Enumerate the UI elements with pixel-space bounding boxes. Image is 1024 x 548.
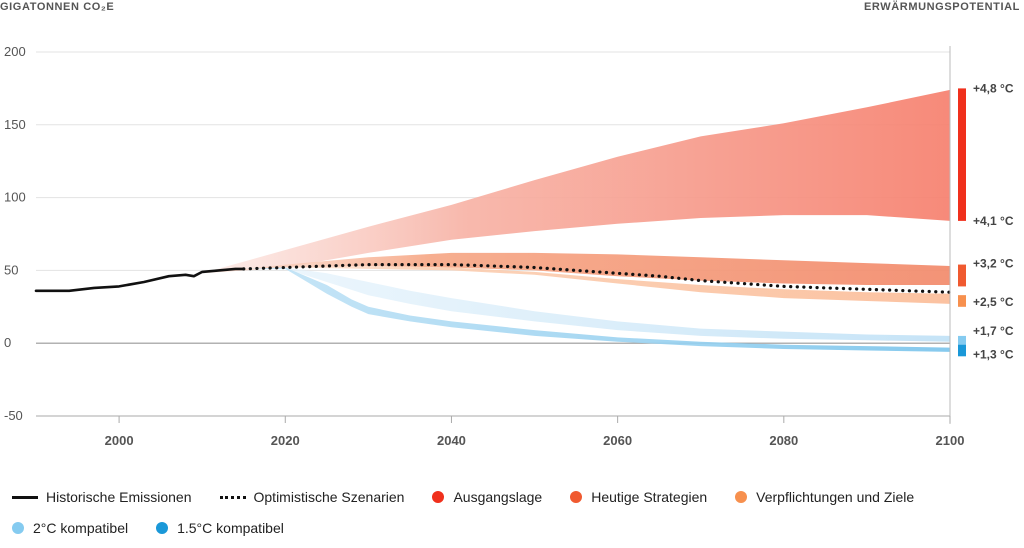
legend-label: Ausgangslage (453, 489, 543, 505)
warming-bar (958, 344, 966, 357)
x-tick-label: 2080 (769, 433, 798, 448)
warming-bar (958, 335, 966, 345)
x-tick-label: 2060 (603, 433, 632, 448)
warming-markers: +4,8 °C +4,1 °C +3,2 °C +2,5 °C +1,7 °C +1,3 … (958, 81, 1014, 361)
legend-item: Ausgangslage (432, 489, 542, 505)
legend-item: 2°C kompatibel (12, 520, 128, 536)
legend: Historische Emissionen Optimistische Szen… (12, 486, 1012, 548)
warming-bar (958, 264, 966, 287)
legend-swatch (12, 495, 38, 499)
band-verpflichtungen-und-ziele (202, 266, 950, 304)
legend-swatch (12, 522, 24, 534)
optimistic-scenario-line (242, 263, 952, 294)
legend-row: 2°C kompatibel 1.5°C kompatibel (12, 517, 1012, 539)
axes: -50 0 50 100 150 200 2000 2020 2040 2060 2080 2100 (4, 44, 964, 448)
y-axis-title: GIGATONNEN CO₂E (0, 1, 115, 13)
warming-label: +4,1 °C (973, 214, 1014, 228)
y-tick-label: 150 (4, 117, 26, 132)
legend-item: Verpflichtungen und Ziele (735, 489, 914, 505)
legend-label: 1.5°C kompatibel (177, 520, 284, 536)
legend-item: 1.5°C kompatibel (156, 520, 284, 536)
legend-swatch (570, 491, 583, 503)
x-tick-label: 2020 (271, 433, 300, 448)
warming-axis-title: ERWÄRMUNGSPOTENTIAL (863, 1, 1020, 13)
x-tick-label: 2100 (936, 433, 965, 448)
x-tick-label: 2040 (437, 433, 466, 448)
y-tick-label: 0 (4, 335, 11, 350)
y-tick-label: 50 (4, 262, 18, 277)
legend-row: Historische Emissionen Optimistische Szen… (12, 486, 1012, 508)
band-heutige-strategien (202, 252, 950, 285)
legend-swatch (432, 491, 445, 503)
legend-label: Optimistische Szenarien (253, 489, 405, 505)
warming-label: +1,7 °C (973, 324, 1014, 338)
y-tick-label: 200 (4, 44, 26, 59)
legend-label: Heutige Strategien (591, 489, 708, 505)
legend-item: Historische Emissionen (12, 489, 192, 505)
legend-swatch (735, 491, 748, 503)
band-ausgangslage (202, 89, 950, 274)
legend-label: Verpflichtungen und Ziele (756, 489, 915, 505)
warming-label: +3,2 °C (973, 257, 1014, 271)
legend-item: Optimistische Szenarien (219, 489, 405, 505)
legend-swatch (156, 522, 169, 534)
legend-swatch (219, 495, 246, 499)
legend-label: 2°C kompatibel (33, 520, 129, 536)
legend-label: Historische Emissionen (46, 489, 192, 505)
emission-lines (34, 263, 952, 294)
warming-label: +4,8 °C (973, 81, 1014, 95)
legend-item: Heutige Strategien (570, 489, 707, 505)
emissions-chart: +4,8 °C +4,1 °C +3,2 °C +2,5 °C +1,7 °C +1,3 … (4, 44, 1014, 448)
scenario-bands (202, 89, 950, 352)
band-2-c-kompatibel (243, 267, 950, 342)
x-tick-label: 2000 (105, 433, 134, 448)
y-tick-label: 100 (4, 190, 26, 205)
warming-label: +2,5 °C (973, 295, 1014, 309)
y-tick-label: -50 (4, 408, 23, 423)
warming-bar (958, 88, 966, 221)
warming-bar (958, 295, 966, 307)
warming-label: +1,3 °C (973, 347, 1014, 361)
historical-emissions-line (34, 267, 245, 293)
